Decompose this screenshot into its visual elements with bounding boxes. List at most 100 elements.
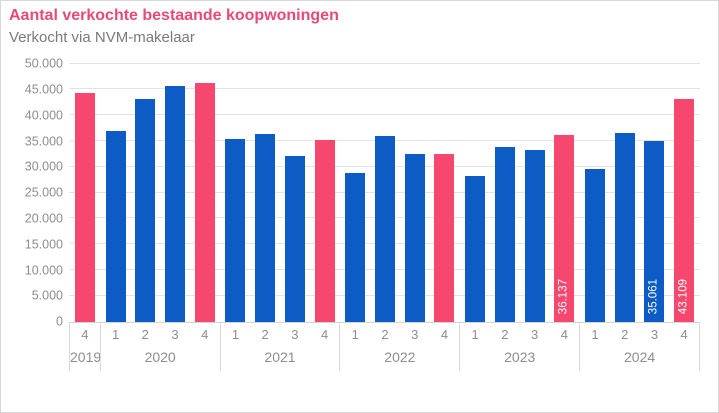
bar-group-2021	[220, 64, 340, 322]
quarter-label: 1	[111, 326, 120, 342]
bar-cell	[490, 64, 520, 322]
bar-group-2019	[69, 64, 100, 322]
bar-cell	[340, 64, 370, 322]
gridline	[69, 62, 700, 64]
y-tick-label: 10.000	[24, 262, 63, 277]
bar-series: 36.137 35.061 43.109	[69, 64, 700, 322]
bar-2023-q4: 36.137	[554, 135, 575, 322]
quarter-label: 2	[261, 326, 269, 342]
quarter-label-row: 1 2 3 4	[340, 323, 459, 346]
bar-2020-q1	[105, 131, 126, 322]
bar-cell: 36.137	[549, 64, 579, 322]
y-axis: 0 5.000 10.000 15.000 20.000 25.000 30.000 35.0…	[1, 57, 69, 327]
bar-cell	[370, 64, 400, 322]
chart-title: Aantal verkochte bestaande koopwoningen	[9, 7, 339, 24]
bar-2024-q4: 43.109	[674, 99, 695, 322]
quarter-label-row: 1 2 3 4	[221, 323, 340, 346]
x-band-group-2022: 1 2 3 4 2022	[339, 322, 459, 371]
bar-group-2024: 35.061 43.109	[579, 64, 699, 322]
quarter-label: 2	[501, 326, 509, 342]
x-band-group-2020: 1 2 3 4 2020	[99, 322, 220, 371]
bar-cell	[221, 64, 251, 322]
y-tick-label: 30.000	[24, 159, 63, 174]
bar-2023-q2	[494, 146, 515, 322]
quarter-label-row: 4	[70, 323, 100, 346]
bar-2021-q3	[284, 155, 305, 322]
bar-cell	[101, 64, 131, 322]
bar-2024-q1	[585, 169, 606, 322]
quarter-label: 2	[141, 326, 149, 342]
x-axis: 4 2019 1 2 3 4 2020 1 2 3 4 2021 1 2 3 4 2022 1 2 3 4 2023 1 2 3…	[1, 321, 718, 371]
bar-cell	[400, 64, 430, 322]
quarter-label-row: 1 2 3 4	[460, 323, 579, 346]
plot-area: 36.137 35.061 43.109	[69, 62, 700, 322]
y-tick-label: 45.000	[24, 82, 63, 97]
y-tick-label: 5.000	[31, 288, 63, 303]
bar-2020-q3	[165, 85, 186, 322]
bar-value-label: 35.061	[647, 279, 660, 315]
quarter-label: 4	[81, 326, 89, 342]
y-tick-label: 35.000	[24, 133, 63, 148]
bar-2022-q4	[434, 154, 455, 322]
year-label: 2023	[504, 348, 536, 365]
bar-2020-q4	[194, 82, 215, 322]
bar-group-2023: 36.137	[459, 64, 579, 322]
bar-cell	[580, 64, 610, 322]
year-label: 2021	[264, 348, 296, 365]
bar-cell	[130, 64, 160, 322]
y-tick-label: 25.000	[24, 185, 63, 200]
bar-value-label: 43.109	[677, 279, 690, 315]
bar-2021-q2	[255, 133, 276, 322]
quarter-label-row: 1 2 3 4	[580, 323, 699, 346]
x-band-group-2019: 4 2019	[69, 322, 102, 371]
quarter-label: 2	[381, 326, 389, 342]
quarter-label: 4	[440, 326, 449, 342]
quarter-label: 3	[171, 326, 179, 342]
year-label: 2022	[384, 348, 416, 365]
bar-cell: 43.109	[669, 64, 699, 322]
bar-2022-q3	[404, 153, 425, 322]
x-band-group-2021: 1 2 3 4 2021	[219, 322, 340, 371]
y-tick-label: 20.000	[24, 211, 63, 226]
bar-cell	[160, 64, 190, 322]
quarter-label: 3	[530, 326, 539, 342]
y-tick-label: 40.000	[24, 108, 63, 122]
quarter-label: 3	[650, 326, 659, 342]
bar-cell: 35.061	[640, 64, 670, 322]
bar-2024-q2	[614, 132, 635, 322]
bar-cell	[310, 64, 340, 322]
bar-2021-q4	[314, 139, 335, 322]
quarter-label: 3	[291, 326, 299, 342]
chart-subtitle: Verkocht via NVM-makelaar	[9, 29, 195, 47]
x-axis-band: 4 2019 1 2 3 4 2020 1 2 3 4 2021 1 2 3 4 2022 1 2 3 4 2023 1 2 3…	[69, 321, 700, 371]
bar-cell	[610, 64, 640, 322]
bar-2022-q2	[375, 135, 396, 322]
quarter-label: 3	[411, 326, 419, 342]
quarter-label: 1	[351, 326, 359, 342]
plot-row: 0 5.000 10.000 15.000 20.000 25.000 30.000 35.0…	[1, 57, 718, 327]
bar-2022-q1	[345, 172, 366, 322]
bar-cell	[430, 64, 460, 322]
bar-cell	[250, 64, 280, 322]
x-band-group-2024: 1 2 3 4 2024	[579, 322, 699, 371]
bar-cell	[520, 64, 550, 322]
bar-2019-q4	[74, 92, 95, 322]
y-tick-label: 15.000	[24, 237, 63, 251]
y-tick-label: 0	[56, 314, 63, 329]
chart-header: Aantal verkochte bestaande koopwoningen …	[1, 1, 718, 47]
y-tick-label: 50.000	[24, 56, 63, 71]
bar-group-2022	[339, 64, 459, 322]
bar-cell	[70, 64, 100, 322]
bar-cell	[190, 64, 220, 322]
quarter-label: 1	[231, 326, 240, 342]
bar-2021-q1	[225, 138, 246, 322]
quarter-label-row: 1 2 3 4	[101, 323, 220, 346]
bar-cell	[460, 64, 490, 322]
quarter-label: 4	[320, 326, 329, 342]
x-axis-spacer	[1, 322, 69, 371]
quarter-label: 4	[680, 326, 688, 342]
quarter-label: 4	[201, 326, 209, 342]
year-label: 2019	[70, 348, 102, 365]
gridline	[69, 114, 700, 116]
